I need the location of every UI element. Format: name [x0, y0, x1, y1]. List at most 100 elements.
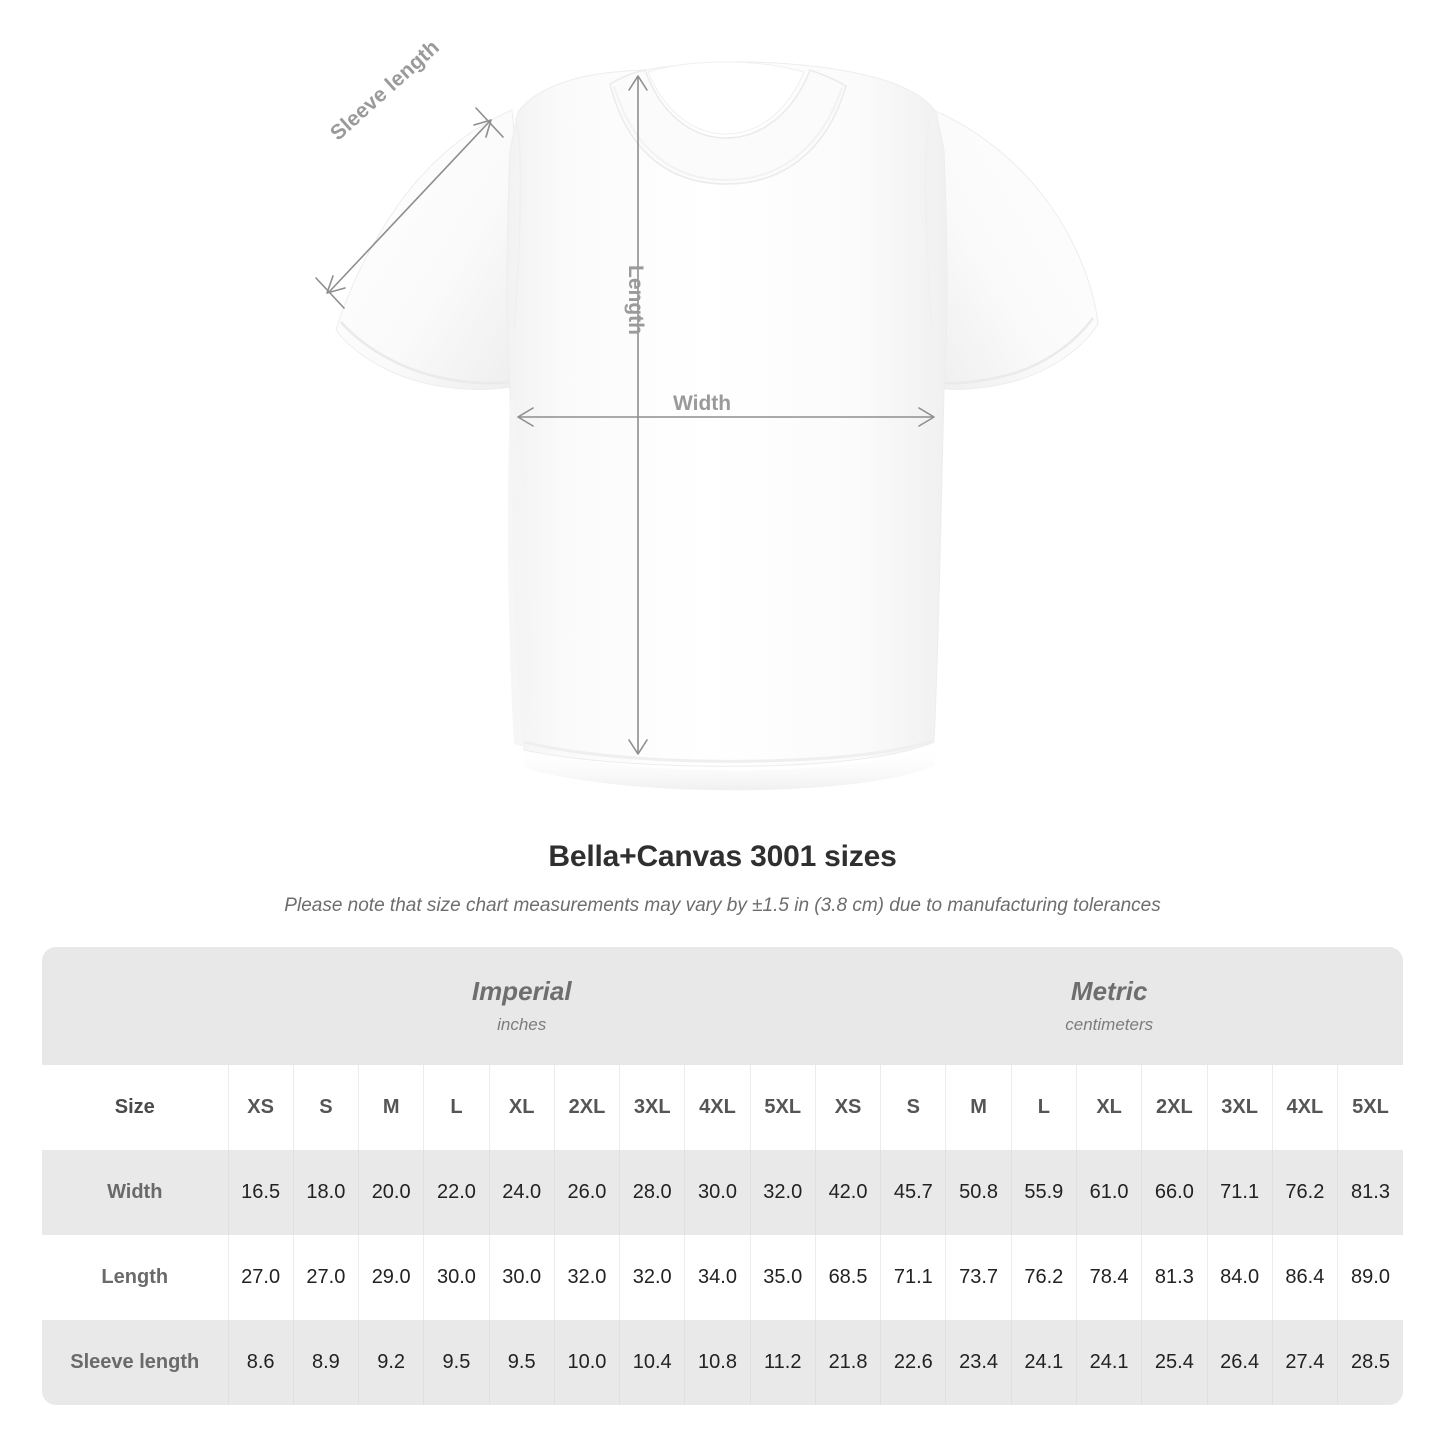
- cell-width-imperial-3xl: 28.0: [619, 1150, 685, 1235]
- sleeve-length-arrow: [315, 107, 504, 309]
- size-header-imperial-l: L: [423, 1065, 490, 1150]
- cell-sleeve-length-metric-5xl: 28.5: [1337, 1320, 1403, 1405]
- tshirt-measurement-diagram: Sleeve length Length Width: [315, 35, 1099, 791]
- cell-width-metric-2xl: 66.0: [1141, 1150, 1207, 1235]
- width-label: Width: [673, 392, 732, 415]
- size-header-metric-5xl: 5XL: [1337, 1065, 1403, 1150]
- size-header-metric-xl: XL: [1075, 1065, 1142, 1150]
- collar-inner-opening: [647, 61, 805, 135]
- length-label: Length: [624, 265, 647, 335]
- size-header-imperial-xs: XS: [227, 1065, 294, 1150]
- size-header-imperial-3xl: 3XL: [619, 1065, 685, 1150]
- cell-length-imperial-xs: 27.0: [227, 1235, 294, 1320]
- unit-group-metric: Metric centimeters: [815, 947, 1403, 1065]
- cell-length-metric-2xl: 81.3: [1141, 1235, 1207, 1320]
- cell-width-metric-xs: 42.0: [814, 1150, 881, 1235]
- cell-length-imperial-l: 30.0: [423, 1235, 490, 1320]
- table-row: Sleeve length 8.6 8.9 9.2 9.5 9.5 10.0 10.4 10.8…: [42, 1320, 1403, 1405]
- cell-width-imperial-xs: 16.5: [227, 1150, 294, 1235]
- cell-length-imperial-xl: 30.0: [488, 1235, 555, 1320]
- cell-width-metric-m: 50.8: [945, 1150, 1012, 1235]
- size-header-imperial-s: S: [292, 1065, 359, 1150]
- left-sleeve-shape: [335, 109, 517, 390]
- length-arrow: [628, 75, 648, 755]
- row-label-width: Width: [42, 1150, 228, 1235]
- cell-sleeve-length-metric-xl: 24.1: [1075, 1320, 1142, 1405]
- cell-sleeve-length-metric-3xl: 26.4: [1206, 1320, 1273, 1405]
- cell-width-metric-3xl: 71.1: [1206, 1150, 1273, 1235]
- right-sleeve-shape: [927, 109, 1099, 390]
- cell-sleeve-length-imperial-5xl: 11.2: [749, 1320, 816, 1405]
- cell-sleeve-length-metric-4xl: 27.4: [1271, 1320, 1338, 1405]
- unit-spacer-cell: [42, 947, 228, 1065]
- cell-length-metric-s: 71.1: [880, 1235, 946, 1320]
- size-header-imperial-xl: XL: [488, 1065, 555, 1150]
- imperial-sub: inches: [497, 1014, 547, 1034]
- unit-banner-row: Imperial inches Metric centimeters: [42, 947, 1403, 1065]
- bottom-hem-shadow: [524, 746, 934, 791]
- cell-width-metric-l: 55.9: [1010, 1150, 1077, 1235]
- metric-name: Metric: [1070, 976, 1148, 1007]
- tshirt-body-shape: [506, 61, 948, 767]
- cell-width-imperial-xl: 24.0: [488, 1150, 555, 1235]
- cell-width-imperial-5xl: 32.0: [749, 1150, 816, 1235]
- measurements-table: Imperial inches Metric centimeters Size …: [42, 947, 1403, 1405]
- cell-width-imperial-2xl: 26.0: [553, 1150, 620, 1235]
- row-label-sleeve-length: Sleeve length: [42, 1320, 228, 1405]
- cell-width-metric-5xl: 81.3: [1337, 1150, 1403, 1235]
- collar-stitch-line: [613, 85, 843, 182]
- tolerance-note: Please note that size chart measurements…: [284, 895, 1161, 916]
- cell-width-imperial-s: 18.0: [292, 1150, 359, 1235]
- tshirt-illustration: [335, 61, 1099, 791]
- size-header-metric-m: M: [945, 1065, 1012, 1150]
- size-chart-heading: Bella+Canvas 3001 sizes Please note that…: [0, 840, 1445, 917]
- cell-length-imperial-m: 29.0: [358, 1235, 424, 1320]
- cell-width-imperial-4xl: 30.0: [684, 1150, 751, 1235]
- size-header-imperial-m: M: [358, 1065, 424, 1150]
- right-sleeve-cuff-line: [929, 317, 1095, 385]
- cell-width-imperial-m: 20.0: [358, 1150, 424, 1235]
- table-row: Length 27.0 27.0 29.0 30.0 30.0 32.0 32.0 34.0 35…: [42, 1235, 1403, 1320]
- cell-sleeve-length-metric-m: 23.4: [945, 1320, 1012, 1405]
- cell-width-imperial-l: 22.0: [423, 1150, 490, 1235]
- size-header-metric-4xl: 4XL: [1271, 1065, 1338, 1150]
- cell-length-imperial-s: 27.0: [292, 1235, 359, 1320]
- cell-length-metric-5xl: 89.0: [1337, 1235, 1403, 1320]
- cell-length-imperial-2xl: 32.0: [553, 1235, 620, 1320]
- cell-length-imperial-4xl: 34.0: [684, 1235, 751, 1320]
- row-label-length: Length: [42, 1235, 228, 1320]
- cell-sleeve-length-metric-2xl: 25.4: [1141, 1320, 1207, 1405]
- size-header-metric-2xl: 2XL: [1141, 1065, 1207, 1150]
- cell-width-metric-xl: 61.0: [1075, 1150, 1142, 1235]
- left-shoulder-seam: [513, 117, 522, 331]
- collar-outer: [609, 69, 847, 185]
- cell-sleeve-length-imperial-xl: 9.5: [488, 1320, 555, 1405]
- cell-sleeve-length-imperial-2xl: 10.0: [553, 1320, 620, 1405]
- cell-length-metric-xl: 78.4: [1075, 1235, 1142, 1320]
- cell-sleeve-length-imperial-xs: 8.6: [227, 1320, 294, 1405]
- size-header-metric-3xl: 3XL: [1206, 1065, 1273, 1150]
- cell-sleeve-length-metric-l: 24.1: [1010, 1320, 1077, 1405]
- cell-length-imperial-5xl: 35.0: [749, 1235, 816, 1320]
- body-fold-shading: [507, 400, 531, 748]
- imperial-name: Imperial: [471, 976, 572, 1007]
- cell-length-imperial-3xl: 32.0: [619, 1235, 685, 1320]
- cell-length-metric-4xl: 86.4: [1271, 1235, 1338, 1320]
- cell-sleeve-length-imperial-l: 9.5: [423, 1320, 490, 1405]
- size-corner-label: Size: [42, 1065, 228, 1150]
- size-header-imperial-4xl: 4XL: [684, 1065, 751, 1150]
- cell-sleeve-length-imperial-4xl: 10.8: [684, 1320, 751, 1405]
- size-header-metric-xs: XS: [814, 1065, 881, 1150]
- cell-sleeve-length-imperial-3xl: 10.4: [619, 1320, 685, 1405]
- cell-length-metric-xs: 68.5: [814, 1235, 881, 1320]
- cell-sleeve-length-metric-xs: 21.8: [814, 1320, 881, 1405]
- cell-width-metric-s: 45.7: [880, 1150, 946, 1235]
- page-title: Bella+Canvas 3001 sizes: [548, 840, 897, 873]
- size-header-metric-s: S: [880, 1065, 946, 1150]
- cell-length-metric-l: 76.2: [1010, 1235, 1077, 1320]
- unit-group-imperial: Imperial inches: [228, 947, 816, 1065]
- width-arrow: [517, 407, 935, 427]
- cell-sleeve-length-metric-s: 22.6: [880, 1320, 946, 1405]
- size-header-metric-l: L: [1010, 1065, 1077, 1150]
- metric-sub: centimeters: [1065, 1014, 1154, 1034]
